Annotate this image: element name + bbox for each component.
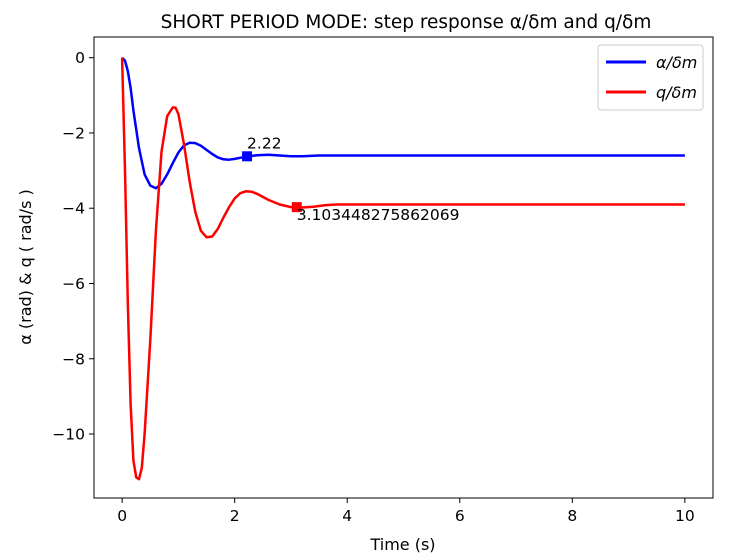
x-axis-ticks: 0 2 4 6 8 10	[117, 498, 695, 525]
legend-label-alpha: α/δm	[656, 53, 697, 72]
marker-label-0: 2.22	[247, 134, 282, 152]
y-tick-label: −8	[62, 350, 85, 368]
y-tick-label: −10	[52, 426, 85, 444]
x-axis-label: Time (s)	[369, 535, 435, 554]
y-tick-label: −4	[62, 200, 85, 218]
y-tick-label: −6	[62, 275, 85, 293]
series-layer	[120, 56, 685, 481]
x-tick-label: 4	[342, 507, 352, 525]
plot-area	[94, 37, 713, 498]
marker-0	[242, 151, 253, 162]
legend: α/δm q/δm	[597, 44, 704, 111]
plot-frame	[93, 36, 714, 499]
marker-1	[291, 202, 302, 213]
y-axis-label: α (rad) & q ( rad/s )	[16, 189, 35, 344]
x-tick-label: 6	[455, 507, 465, 525]
x-tick-label: 8	[567, 507, 577, 525]
y-axis-ticks: 0 −2 −4 −6 −8 −10	[52, 49, 94, 444]
marker-label-1: 3.103448275862069	[297, 206, 460, 224]
x-tick-label: 10	[675, 507, 695, 525]
y-tick-label: −2	[62, 124, 85, 142]
series-line-0	[121, 56, 685, 190]
legend-label-q: q/δm	[656, 83, 697, 102]
series-line-1	[120, 57, 685, 481]
x-tick-label: 0	[117, 507, 127, 525]
marker-layer: 2.22 3.103448275862069	[242, 134, 459, 224]
y-tick-label: 0	[75, 49, 85, 67]
chart-title: SHORT PERIOD MODE: step response α/δm an…	[161, 12, 652, 33]
x-tick-label: 2	[230, 507, 240, 525]
